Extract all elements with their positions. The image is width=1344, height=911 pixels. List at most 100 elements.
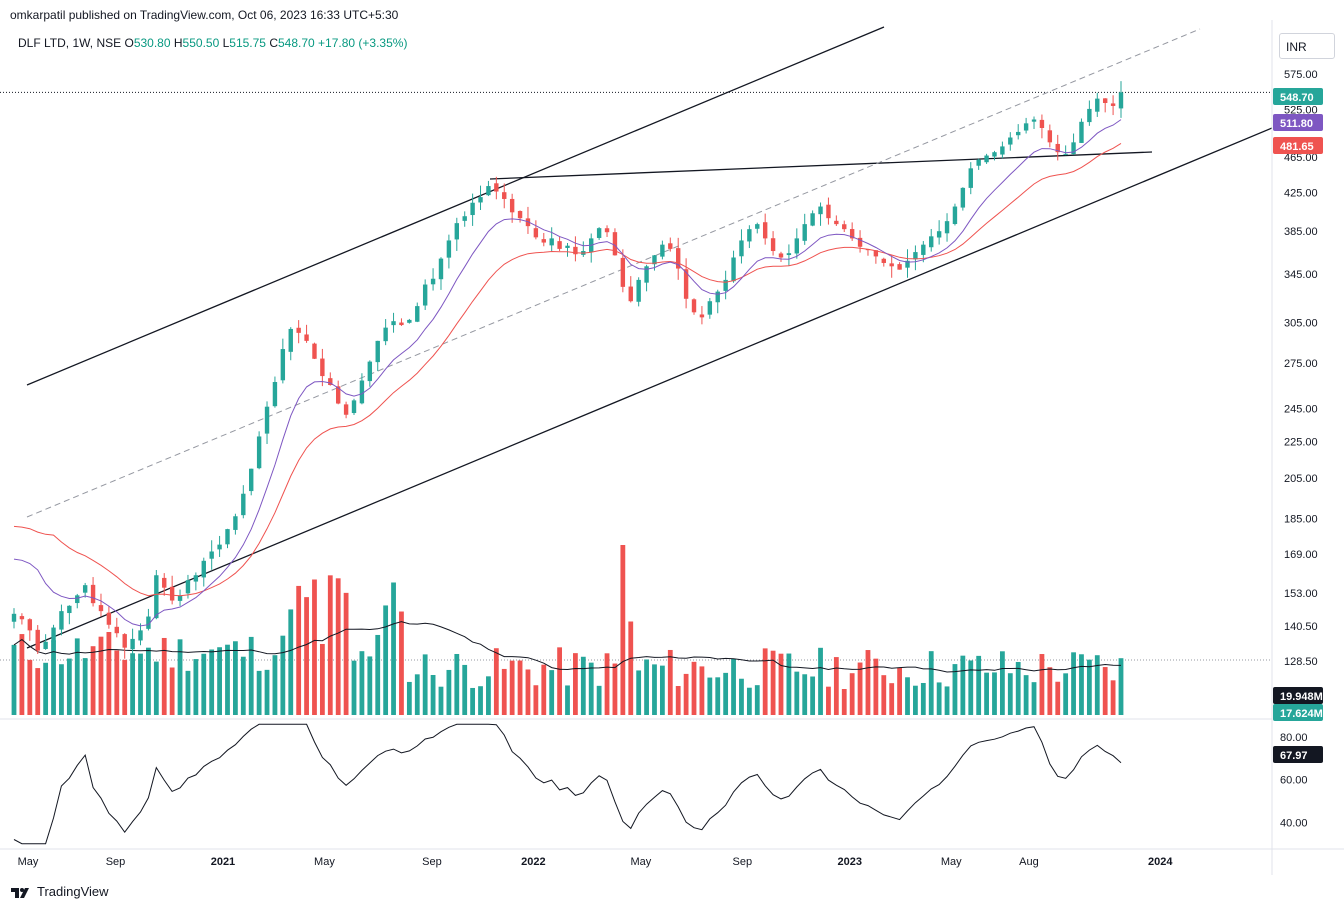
candle-body <box>770 238 776 252</box>
candle-body <box>146 616 151 629</box>
volume-bar <box>225 644 230 715</box>
candle-body <box>1008 137 1013 145</box>
candle-body <box>913 252 918 260</box>
symbol-legend: DLF LTD, 1W, NSE O530.80 H550.50 L515.75… <box>18 36 407 50</box>
candle-body <box>399 322 404 326</box>
price-tick-label: 140.50 <box>1284 621 1318 633</box>
candle-body <box>834 220 839 225</box>
volume-bar <box>217 647 222 715</box>
rsi-tick-label: 60.00 <box>1280 775 1308 787</box>
candle-body <box>810 213 815 226</box>
volume-bar <box>604 653 610 715</box>
volume-ma-badge: 19.948M <box>1273 687 1323 704</box>
candle-body <box>573 246 578 255</box>
volume-bar <box>644 659 649 715</box>
volume-bar <box>280 635 286 715</box>
candle-body <box>264 406 270 434</box>
volume-bar <box>596 685 602 715</box>
candle-body <box>359 380 365 404</box>
candle-body <box>1095 98 1100 112</box>
volume-bar <box>588 662 594 715</box>
volume-bar <box>1039 654 1045 715</box>
volume-bar <box>335 578 341 715</box>
candle-body <box>715 291 720 303</box>
open-value: 530.80 <box>133 36 171 50</box>
price-tick-label: 169.00 <box>1284 549 1318 561</box>
volume-bar <box>327 575 333 715</box>
volume-bar <box>319 643 325 715</box>
time-tick-label: Sep <box>106 856 126 868</box>
candle-body <box>1102 98 1108 104</box>
volume-bar <box>201 653 207 715</box>
candle-body <box>312 343 317 359</box>
volume-badge-bg <box>1273 704 1323 721</box>
candle-body <box>968 168 973 188</box>
rsi-badge: 67.97 <box>1273 746 1323 763</box>
candle-body <box>162 577 167 588</box>
volume-bar <box>865 650 871 715</box>
candle-body <box>169 586 175 601</box>
volume-bar <box>233 641 238 715</box>
low-value: 515.75 <box>229 36 266 50</box>
volume-bar <box>406 681 412 715</box>
volume-bar <box>11 644 17 715</box>
volume-bar <box>1007 673 1013 715</box>
candle-body <box>494 183 499 192</box>
candle-body <box>755 224 760 229</box>
volume-bar <box>114 650 120 715</box>
price-tick-label: 275.00 <box>1284 358 1318 370</box>
volume-bar <box>802 674 808 715</box>
candle-body <box>517 211 523 219</box>
high-value: 550.50 <box>182 36 220 50</box>
volume-bar <box>367 656 373 715</box>
candle-body <box>889 263 894 267</box>
volume-bar <box>146 647 151 715</box>
candle-body <box>881 258 886 263</box>
time-tick-label: 2022 <box>521 856 545 868</box>
volume-bar <box>470 687 476 715</box>
candle-body <box>1118 92 1124 109</box>
volume-bar <box>715 677 721 715</box>
candle-body <box>351 400 357 414</box>
volume-bar <box>391 582 396 715</box>
candle-body <box>185 580 191 594</box>
volume-bar <box>90 646 96 715</box>
candle-body <box>897 264 902 270</box>
candle-body <box>75 595 80 604</box>
candle-body <box>35 629 40 651</box>
candle-body <box>320 358 325 377</box>
price-tick-label: 345.00 <box>1284 269 1318 281</box>
candle-body <box>1071 142 1076 155</box>
time-tick-label: May <box>18 856 39 868</box>
time-tick-label: May <box>314 856 335 868</box>
currency-button[interactable]: INR <box>1279 33 1335 59</box>
price-tick-label: 225.00 <box>1284 437 1318 449</box>
volume-bar <box>999 651 1005 715</box>
candle-body <box>873 250 879 257</box>
candle-body <box>415 306 420 322</box>
candle-body <box>644 266 649 283</box>
price-badge: 548.70 <box>1273 88 1323 105</box>
volume-bar <box>580 656 586 715</box>
tradingview-footer[interactable]: TradingView <box>10 884 109 899</box>
volume-bar <box>691 661 697 715</box>
low-label: L <box>222 36 230 50</box>
volume-bar <box>1079 654 1084 715</box>
volume-bar <box>446 669 452 715</box>
candle-body <box>1087 108 1092 123</box>
candle-body <box>1079 121 1084 143</box>
candle-body <box>272 382 278 407</box>
volume-bar <box>920 682 926 715</box>
volume-bar <box>944 686 950 715</box>
candle-body <box>596 228 602 238</box>
volume-bar <box>818 647 823 715</box>
candle-body <box>288 328 293 352</box>
candle-body <box>19 616 25 620</box>
candle-body <box>138 630 143 641</box>
volume-bar <box>209 649 215 715</box>
candle-body <box>620 257 626 287</box>
volume-bar <box>960 655 966 715</box>
volume-bar <box>1063 673 1069 715</box>
volume-bar <box>636 670 642 715</box>
